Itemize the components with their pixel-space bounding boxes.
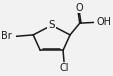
Text: O: O: [74, 3, 82, 13]
Text: Br: Br: [1, 31, 12, 41]
Text: OH: OH: [95, 17, 110, 27]
Text: S: S: [48, 20, 54, 30]
Text: Cl: Cl: [59, 63, 68, 73]
